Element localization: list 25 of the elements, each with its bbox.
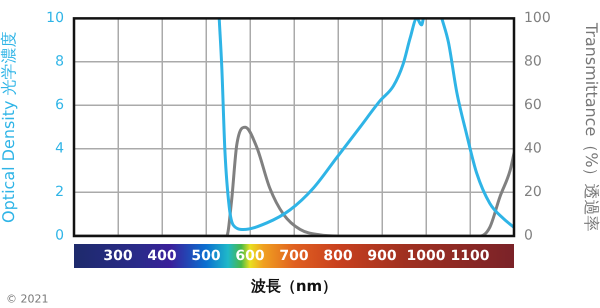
y2-tick-label: 80 (524, 54, 542, 70)
y-tick-label: 10 (46, 10, 64, 26)
x-tick-label: 1000 (406, 248, 446, 264)
y-tick-label: 2 (55, 184, 64, 200)
y2-tick-label: 60 (524, 97, 542, 114)
x-axis-title: 波長（nm） (250, 276, 338, 295)
x-tick-label: 700 (279, 248, 309, 264)
y2-axis-title: Transmittance（%）透過率 (582, 22, 600, 232)
y-tick-label: 4 (55, 140, 64, 157)
y-tick-label: 6 (55, 97, 64, 114)
y2-tick-label: 40 (524, 140, 542, 157)
y2-tick-label: 0 (524, 228, 533, 244)
x-tick-label: 400 (147, 248, 177, 264)
x-tick-label: 300 (103, 248, 133, 264)
y2-tick-label: 100 (524, 10, 551, 26)
y-axis-title: Optical Density 光学濃度 (0, 31, 18, 223)
line-series (74, 126, 514, 236)
x-tick-label: 1100 (450, 248, 490, 264)
x-tick-label: 500 (191, 248, 221, 264)
y-tick-label: 0 (55, 228, 64, 244)
x-tick-label: 800 (323, 248, 353, 264)
x-tick-label: 900 (367, 248, 397, 264)
y2-tick-label: 20 (524, 184, 542, 200)
y-tick-label: 8 (55, 54, 64, 70)
text: © 2021 (6, 292, 48, 306)
